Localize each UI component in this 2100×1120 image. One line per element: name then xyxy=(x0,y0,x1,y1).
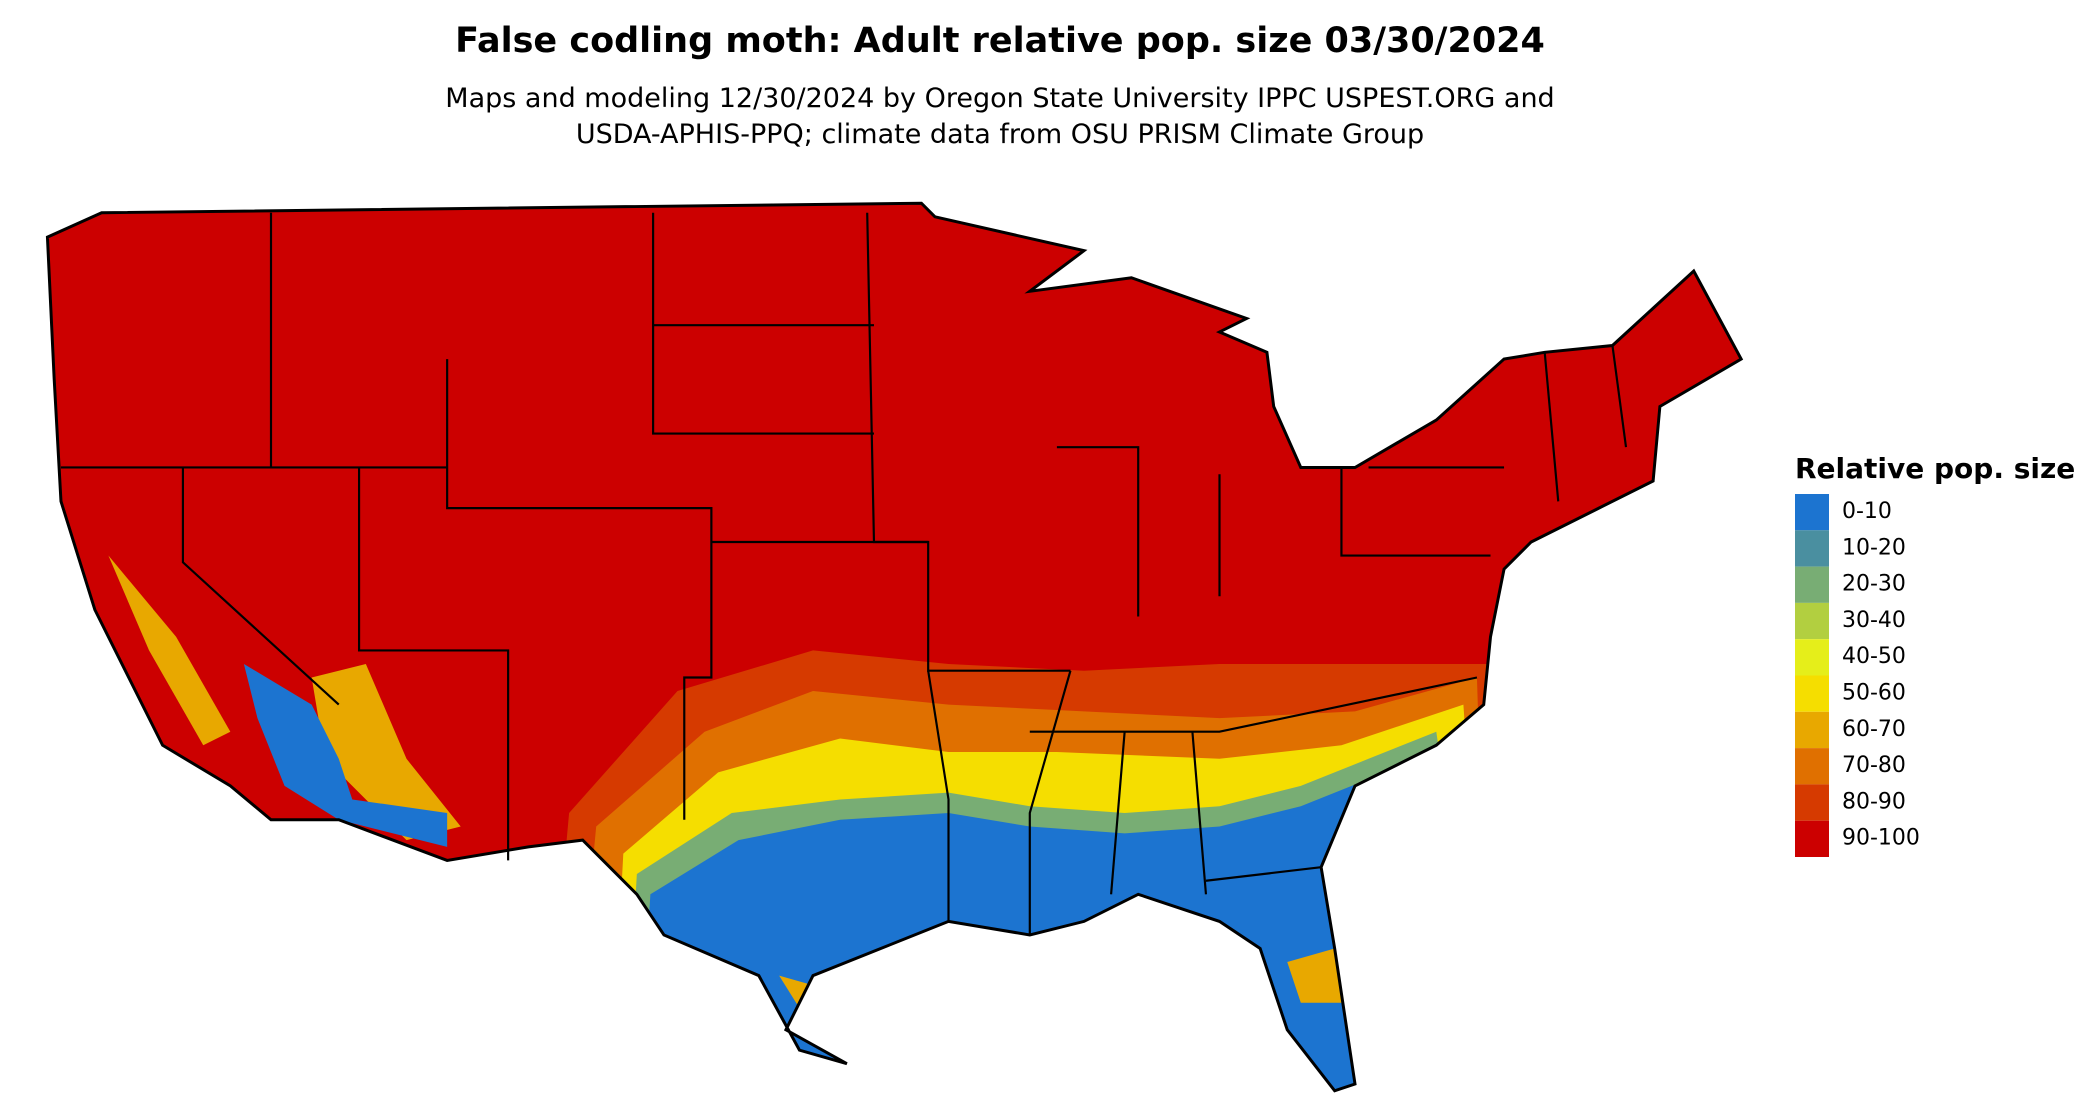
map-subtitle: USDA-APHIS-PPQ; climate data from OSU PR… xyxy=(576,119,1424,150)
legend-swatch xyxy=(1795,602,1829,640)
legend-label: 60-70 xyxy=(1842,717,1906,742)
legend-label: 20-30 xyxy=(1842,572,1906,597)
legend: 0-10 10-20 20-30 30-40 40-50 50-60 60-70 70-80 8… xyxy=(1795,494,1920,857)
legend-swatch xyxy=(1795,711,1829,749)
legend-label: 80-90 xyxy=(1842,789,1906,814)
map-subtitle: Maps and modeling 12/30/2024 by Oregon S… xyxy=(445,83,1554,114)
zone xyxy=(1287,948,1342,1003)
legend-title: Relative pop. size xyxy=(1795,452,2075,485)
legend-label: 0-10 xyxy=(1842,499,1892,524)
zone xyxy=(47,203,1742,1091)
zone xyxy=(243,663,448,847)
legend-swatch xyxy=(1795,675,1829,712)
legend-swatch xyxy=(1795,820,1829,857)
legend-label: 90-100 xyxy=(1842,826,1920,851)
zone xyxy=(108,555,231,746)
legend-swatch xyxy=(1795,566,1829,603)
legend-swatch xyxy=(1795,748,1829,785)
legend-swatch xyxy=(1795,530,1829,567)
legend-label: 30-40 xyxy=(1842,608,1906,633)
legend-label: 10-20 xyxy=(1842,535,1906,560)
legend-swatch xyxy=(1795,494,1829,531)
state-borders xyxy=(60,212,1628,935)
map-fill xyxy=(47,203,1742,1091)
zone xyxy=(311,663,461,841)
legend-swatch xyxy=(1795,784,1829,821)
map-title: False codling moth: Adult relative pop. … xyxy=(455,21,1545,61)
legend-label: 50-60 xyxy=(1842,681,1906,706)
map xyxy=(45,201,1743,1093)
legend-label: 40-50 xyxy=(1842,644,1906,669)
legend-swatch xyxy=(1795,639,1829,676)
legend-label: 70-80 xyxy=(1842,753,1906,778)
